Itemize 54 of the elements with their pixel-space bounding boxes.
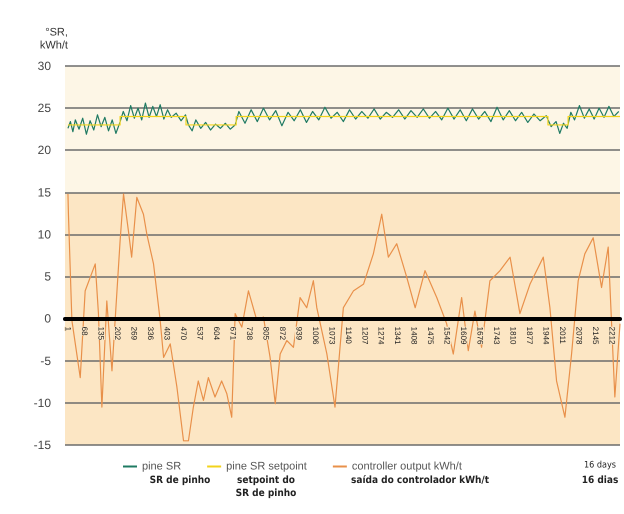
x-tick-label: 1341 bbox=[393, 326, 402, 346]
x-tick-label: 604 bbox=[212, 326, 221, 341]
x-tick-label: 1408 bbox=[410, 326, 419, 346]
x-tick-label: 1944 bbox=[541, 326, 550, 346]
x-tick-label: 2212 bbox=[607, 326, 616, 346]
x-tick-label: 671 bbox=[228, 326, 238, 341]
y-tick-label: 25 bbox=[38, 101, 52, 116]
x-tick-label: 2145 bbox=[590, 326, 600, 346]
y-tick-label: 15 bbox=[38, 185, 52, 200]
x-tick-label: 738 bbox=[244, 326, 254, 341]
text: saída do controlador kWh/t bbox=[351, 475, 490, 486]
x-tick-label: 939 bbox=[294, 326, 304, 341]
y-tick-label: -15 bbox=[34, 438, 52, 452]
x-tick-label: 2011 bbox=[558, 326, 567, 344]
y-tick-label: 30 bbox=[38, 59, 52, 73]
x-tick-label: 1006 bbox=[310, 326, 320, 346]
x-tick-label: 68 bbox=[80, 326, 90, 336]
y-tick-label: 0 bbox=[44, 312, 52, 326]
x-tick-label: 805 bbox=[261, 326, 270, 341]
text: SR de pinho bbox=[150, 475, 210, 486]
x-tick-label: 1743 bbox=[492, 326, 502, 346]
text: 16 dias bbox=[582, 475, 618, 486]
x-tick-label: 1609 bbox=[459, 326, 468, 346]
y-tick-label: 20 bbox=[38, 143, 52, 158]
y-tick-label: 5 bbox=[44, 270, 52, 284]
x-tick-label: 269 bbox=[130, 326, 139, 341]
x-tick-label: 1207 bbox=[360, 326, 370, 346]
x-tick-label: 1073 bbox=[327, 326, 336, 346]
x-tick-label: 1810 bbox=[508, 326, 518, 346]
y-tick-label: 10 bbox=[38, 227, 52, 242]
legend-label: pine SR bbox=[142, 460, 182, 472]
x-tick-label: 2078 bbox=[574, 326, 584, 346]
x-tick-label: 1140 bbox=[344, 326, 353, 344]
legend-label: controller output kWh/t bbox=[352, 460, 462, 472]
x-tick-label: 1877 bbox=[525, 326, 534, 346]
x-tick-label: 1 bbox=[64, 326, 73, 332]
x-tick-label: 1475 bbox=[426, 326, 436, 346]
x-tick-label: 1274 bbox=[376, 326, 386, 346]
x-tick-label: 202 bbox=[113, 326, 122, 341]
text: 16 days bbox=[584, 460, 616, 470]
x-tick-label: 135 bbox=[96, 326, 106, 341]
line-series bbox=[67, 102, 620, 135]
x-tick-label: 470 bbox=[179, 326, 188, 341]
x-tick-label: 336 bbox=[146, 326, 156, 341]
x-tick-label: 1676 bbox=[476, 326, 485, 346]
x-tick-label: 1542 bbox=[442, 326, 452, 346]
legend-label: pine SR setpoint bbox=[226, 460, 307, 472]
y-axis-title: °SR, kWh/t bbox=[40, 26, 68, 52]
x-tick-label: 872 bbox=[278, 326, 287, 341]
y-tick-label: -10 bbox=[34, 396, 52, 410]
x-tick-label: 403 bbox=[162, 326, 172, 341]
y-tick-label: -5 bbox=[40, 354, 52, 368]
text: setpoint do SR de pinho bbox=[236, 475, 296, 499]
x-tick-label: 537 bbox=[196, 326, 204, 341]
